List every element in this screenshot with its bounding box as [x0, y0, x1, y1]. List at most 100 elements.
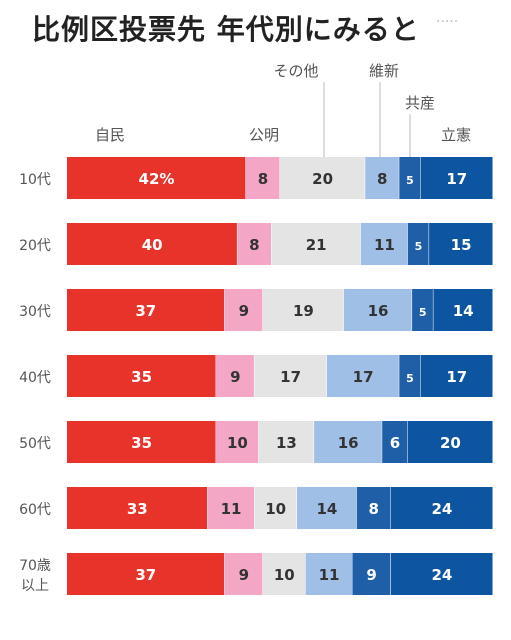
- bar-segment-3-6: [433, 289, 493, 331]
- bar-segment-1-1: [67, 157, 246, 199]
- legend-label-6: 立憲: [441, 126, 471, 144]
- data-label-1-1: 42%: [139, 170, 175, 188]
- data-label-5-6: 20: [440, 434, 461, 452]
- data-label-3-6: 14: [453, 302, 474, 320]
- data-label-1-6: 17: [446, 170, 467, 188]
- bar-segment-5-5: [382, 421, 408, 463]
- bar-segment-7-1: [67, 553, 225, 595]
- bar-segment-4-6: [420, 355, 493, 397]
- data-label-1-3: 20: [312, 170, 333, 188]
- bar-segment-6-3: [254, 487, 297, 529]
- bar-segment-6-6: [390, 487, 493, 529]
- category-label-7: 70歳以上: [19, 558, 51, 594]
- category-label-4: 40代: [19, 370, 51, 386]
- data-label-7-6: 24: [431, 566, 452, 584]
- category-label-1: 10代: [19, 172, 51, 188]
- data-label-6-2: 11: [221, 500, 242, 518]
- bar-segment-3-1: [67, 289, 225, 331]
- bar-segment-5-3: [258, 421, 314, 463]
- bar-segment-2-6: [429, 223, 493, 265]
- bar-segment-6-1: [67, 487, 208, 529]
- data-label-6-3: 10: [265, 500, 286, 518]
- bar-segment-1-3: [280, 157, 365, 199]
- data-label-1-5: 5: [406, 174, 414, 187]
- bar-segment-5-2: [216, 421, 259, 463]
- data-label-6-4: 14: [316, 500, 337, 518]
- data-label-3-1: 37: [135, 302, 156, 320]
- data-label-2-1: 40: [142, 236, 163, 254]
- data-label-3-2: 9: [239, 302, 249, 320]
- bar-segment-4-3: [254, 355, 327, 397]
- chart-title: 比例区投票先 年代別にみると: [32, 13, 420, 46]
- data-label-7-2: 9: [239, 566, 249, 584]
- data-label-7-5: 9: [366, 566, 376, 584]
- bar-segment-4-5: [399, 355, 421, 397]
- data-label-3-4: 16: [368, 302, 389, 320]
- data-label-5-4: 16: [338, 434, 359, 452]
- bar-segment-1-2: [245, 157, 280, 199]
- data-label-2-3: 21: [306, 236, 327, 254]
- bar-segment-2-1: [67, 223, 237, 265]
- bar-segment-1-6: [420, 157, 493, 199]
- bar-segment-2-4: [360, 223, 408, 265]
- bar-segment-3-5: [412, 289, 433, 331]
- bar-segment-6-2: [207, 487, 254, 529]
- data-label-2-4: 11: [374, 236, 395, 254]
- data-label-4-5: 5: [406, 372, 414, 385]
- data-label-4-3: 17: [280, 368, 301, 386]
- bar-segment-6-5: [356, 487, 391, 529]
- bar-segment-1-4: [365, 157, 399, 199]
- bar-segment-2-2: [237, 223, 271, 265]
- bar-segment-7-6: [390, 553, 493, 595]
- data-label-5-3: 13: [276, 434, 297, 452]
- legend-label-1: 自民: [95, 126, 125, 144]
- legend-label-5: 共産: [405, 94, 435, 112]
- data-label-7-1: 37: [135, 566, 156, 584]
- bar-segment-4-4: [326, 355, 399, 397]
- data-label-2-2: 8: [249, 236, 259, 254]
- bar-segment-2-3: [271, 223, 361, 265]
- category-label-6: 60代: [19, 502, 51, 518]
- legend-label-3: その他: [273, 62, 318, 80]
- bar-segment-3-4: [343, 289, 412, 331]
- data-label-1-4: 8: [377, 170, 387, 188]
- data-label-6-6: 24: [431, 500, 452, 518]
- bar-segment-7-2: [224, 553, 263, 595]
- bar-segment-7-5: [352, 553, 391, 595]
- legend-label-4: 維新: [369, 62, 399, 80]
- data-label-5-2: 10: [227, 434, 248, 452]
- bar-segment-7-3: [263, 553, 306, 595]
- legend-label-2: 公明: [249, 126, 279, 144]
- title-decoration: ·····: [436, 14, 459, 30]
- data-label-4-2: 9: [230, 368, 240, 386]
- data-label-1-2: 8: [258, 170, 268, 188]
- data-label-4-4: 17: [353, 368, 374, 386]
- bar-segment-4-2: [216, 355, 254, 397]
- bar-segment-4-1: [67, 355, 216, 397]
- data-label-4-6: 17: [446, 368, 467, 386]
- data-label-7-4: 11: [319, 566, 340, 584]
- data-label-6-1: 33: [127, 500, 148, 518]
- bar-segment-5-6: [407, 421, 493, 463]
- bar-segment-6-4: [297, 487, 357, 529]
- data-label-2-5: 5: [415, 240, 423, 253]
- bar-segment-5-4: [314, 421, 382, 463]
- data-label-2-6: 15: [451, 236, 472, 254]
- bar-segment-3-3: [263, 289, 344, 331]
- bar-segment-1-5: [399, 157, 421, 199]
- data-label-3-3: 19: [293, 302, 314, 320]
- bar-segment-7-4: [305, 553, 352, 595]
- category-label-3: 30代: [19, 304, 51, 320]
- bar-segment-2-5: [407, 223, 429, 265]
- bar-segment-3-2: [224, 289, 263, 331]
- data-label-6-5: 8: [368, 500, 378, 518]
- category-label-5: 50代: [19, 436, 51, 452]
- data-label-5-5: 6: [390, 434, 400, 452]
- category-label-2: 20代: [19, 238, 51, 254]
- bar-segment-5-1: [67, 421, 216, 463]
- data-label-7-3: 10: [274, 566, 295, 584]
- data-label-4-1: 35: [131, 368, 152, 386]
- data-label-5-1: 35: [131, 434, 152, 452]
- data-label-3-5: 5: [419, 306, 427, 319]
